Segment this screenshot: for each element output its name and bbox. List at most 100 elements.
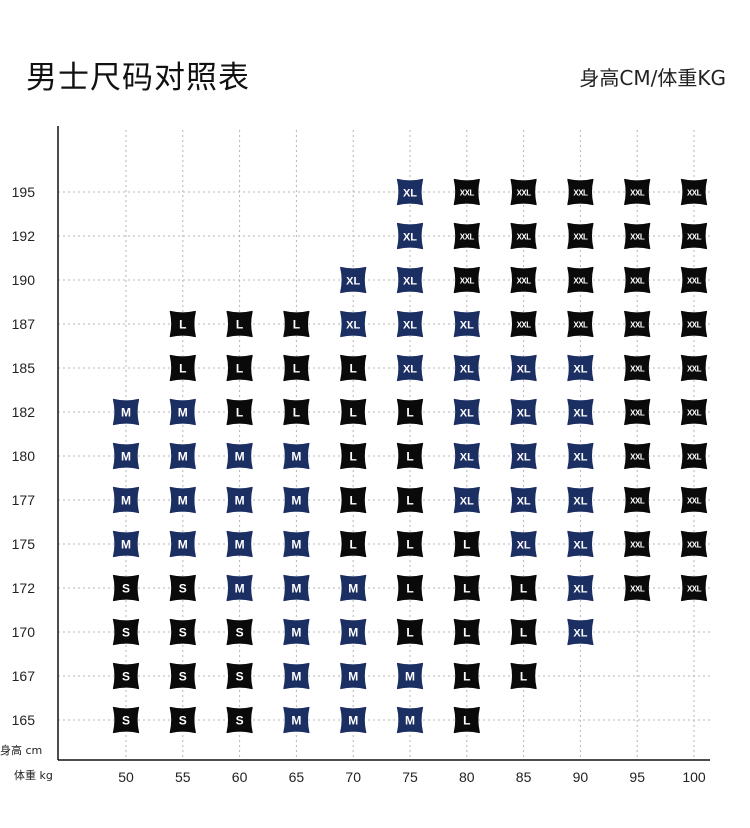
size-badge-label: XXL <box>687 277 702 286</box>
size-badge-bg <box>226 442 253 470</box>
size-badge-l: L <box>453 706 480 734</box>
size-badge-m: M <box>112 442 140 470</box>
size-badge-label: XXL <box>630 321 645 330</box>
size-badge-label: XL <box>403 276 417 288</box>
size-badge-m: M <box>112 530 140 558</box>
size-badge-label: M <box>291 582 301 596</box>
size-badge-label: XXL <box>687 233 702 242</box>
size-badge-l: L <box>283 354 310 382</box>
size-badge-bg <box>112 530 140 558</box>
size-badge-label: XL <box>403 188 417 200</box>
size-badge-l: L <box>396 486 424 514</box>
size-badge-label: XXL <box>687 541 702 550</box>
x-tick-label: 80 <box>459 769 475 785</box>
size-badge-xl: XL <box>453 310 480 338</box>
size-badge-bg <box>567 310 594 338</box>
size-badge-label: S <box>122 582 130 596</box>
x-tick-label: 95 <box>629 769 645 785</box>
size-badge-xxl: XXL <box>510 310 537 338</box>
size-badge-l: L <box>453 618 480 646</box>
size-badge-bg <box>340 662 367 690</box>
size-badge-label: L <box>463 626 470 640</box>
size-badge-bg <box>624 310 651 338</box>
size-badge-bg <box>396 486 424 514</box>
size-badge-bg <box>283 706 310 734</box>
y-tick-label: 192 <box>12 228 36 244</box>
size-badge-xl: XL <box>567 398 594 426</box>
size-badge-bg <box>567 222 594 250</box>
size-badge-bg <box>624 222 651 250</box>
size-badge-label: S <box>122 670 130 684</box>
size-badge-bg <box>510 266 537 294</box>
size-badge-label: M <box>178 494 188 508</box>
size-badge-label: L <box>406 406 413 420</box>
grid-lines <box>58 130 710 760</box>
size-badge-bg <box>453 662 480 690</box>
size-badge-xxl: XXL <box>624 222 651 250</box>
size-badge-bg <box>453 310 480 338</box>
size-badge-m: M <box>283 530 310 558</box>
size-badge-bg <box>567 574 594 602</box>
x-axis-label: 体重 kg <box>14 768 53 782</box>
size-badge-bg <box>340 486 367 514</box>
size-badge-xxl: XXL <box>624 574 651 602</box>
size-badge-bg <box>624 530 651 558</box>
x-tick-label: 70 <box>345 769 361 785</box>
size-badge-bg <box>169 442 196 470</box>
size-badge-bg <box>283 442 310 470</box>
size-badge-label: XXL <box>517 277 532 286</box>
size-badge-bg <box>283 530 310 558</box>
size-badge-m: M <box>226 574 253 602</box>
size-badge-bg <box>396 310 424 338</box>
size-badge-label: S <box>179 582 187 596</box>
size-badge-label: L <box>406 450 413 464</box>
size-badge-label: L <box>406 582 413 596</box>
size-badge-label: M <box>291 626 301 640</box>
size-badge-label: L <box>463 582 470 596</box>
size-marks: XL XXL XXL XXL XXL XXL XL XXL XXL XXL XXL XXL XL XL XX… <box>112 178 708 734</box>
size-badge-xl: XL <box>453 354 480 382</box>
size-badge-bg <box>169 662 196 690</box>
size-badge-label: M <box>348 714 358 728</box>
size-badge-label: XL <box>573 584 587 596</box>
size-badge-bg <box>567 354 594 382</box>
size-badge-label: XXL <box>630 277 645 286</box>
size-badge-bg <box>283 662 310 690</box>
size-badge-bg <box>283 486 310 514</box>
size-badge-s: S <box>112 662 140 690</box>
size-badge-bg <box>396 222 424 250</box>
size-badge-s: S <box>169 706 196 734</box>
size-badge-m: M <box>340 618 367 646</box>
size-badge-bg <box>680 354 708 382</box>
size-badge-xxl: XXL <box>680 178 708 206</box>
size-badge-bg <box>453 354 480 382</box>
size-badge-xl: XL <box>453 398 480 426</box>
size-badge-label: L <box>350 450 357 464</box>
size-badge-label: XL <box>460 364 474 376</box>
size-badge-xxl: XXL <box>624 442 651 470</box>
size-badge-bg <box>169 398 196 426</box>
size-badge-s: S <box>226 662 253 690</box>
size-badge-label: XXL <box>630 453 645 462</box>
size-badge-label: XL <box>573 364 587 376</box>
size-badge-xl: XL <box>340 266 367 294</box>
x-tick-label: 85 <box>516 769 532 785</box>
size-badge-bg <box>453 178 480 206</box>
size-badge-xxl: XXL <box>510 266 537 294</box>
size-badge-bg <box>624 354 651 382</box>
size-badge-bg <box>680 266 708 294</box>
size-badge-xl: XL <box>396 266 424 294</box>
size-badge-xxl: XXL <box>510 222 537 250</box>
size-badge-l: L <box>396 574 424 602</box>
size-badge-label: M <box>348 670 358 684</box>
size-badge-bg <box>567 178 594 206</box>
size-badge-label: S <box>236 670 244 684</box>
size-badge-xl: XL <box>510 354 537 382</box>
size-badge-bg <box>226 574 253 602</box>
size-badge-bg <box>112 706 140 734</box>
size-badge-bg <box>567 618 594 646</box>
size-badge-label: XL <box>403 320 417 332</box>
size-badge-l: L <box>396 618 424 646</box>
size-badge-label: M <box>291 450 301 464</box>
